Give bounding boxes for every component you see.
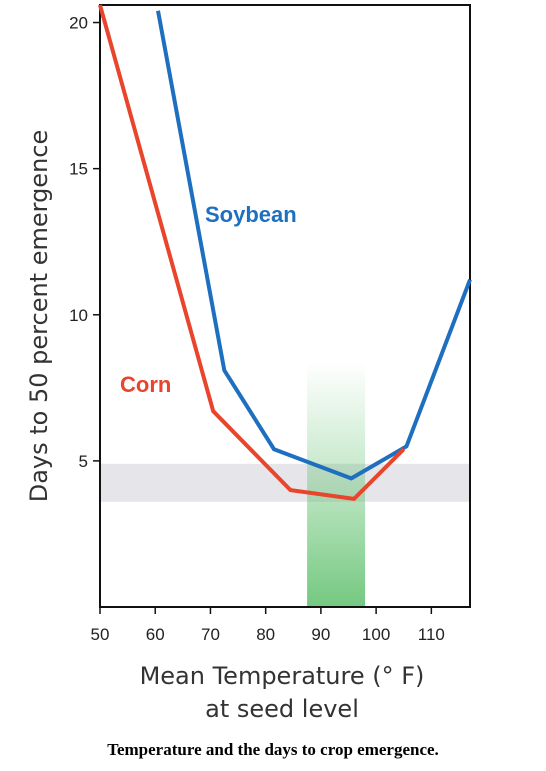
- x-tick-label-100: 100: [362, 625, 390, 644]
- y-tick-label-15: 15: [69, 160, 88, 179]
- series-label-corn: Corn: [120, 372, 171, 397]
- x-tick-label-60: 60: [146, 625, 165, 644]
- x-tick-label-90: 90: [311, 625, 330, 644]
- series-line-soybean: [156, 10, 472, 481]
- y-tick-label-10: 10: [69, 306, 88, 325]
- x-axis-title-line2: at seed level: [205, 695, 359, 723]
- x-tick-label-110: 110: [418, 625, 445, 644]
- plot-frame: [99, 4, 471, 608]
- series-lines: [98, 4, 472, 502]
- x-tick-label-80: 80: [256, 625, 275, 644]
- y-tick-label-5: 5: [79, 452, 88, 471]
- x-axis-title-line1: Mean Temperature (° F): [140, 662, 425, 690]
- y-tick-label-20: 20: [69, 14, 88, 33]
- figure-caption: Temperature and the days to crop emergen…: [107, 740, 439, 759]
- chart: 50 60 70 80 90 100 110 5 10 15 20 Soybean Corn Day…: [25, 4, 472, 723]
- series-line-corn: [98, 4, 406, 502]
- y-axis-title: Days to 50 percent emergence: [25, 130, 53, 503]
- x-tick-label-50: 50: [91, 625, 110, 644]
- band-optimal-temperature: [307, 362, 366, 607]
- chart-bands: [100, 362, 470, 607]
- axis-ticks: 50 60 70 80 90 100 110 5 10 15 20: [69, 14, 445, 644]
- x-tick-label-70: 70: [201, 625, 220, 644]
- series-label-soybean: Soybean: [205, 202, 297, 227]
